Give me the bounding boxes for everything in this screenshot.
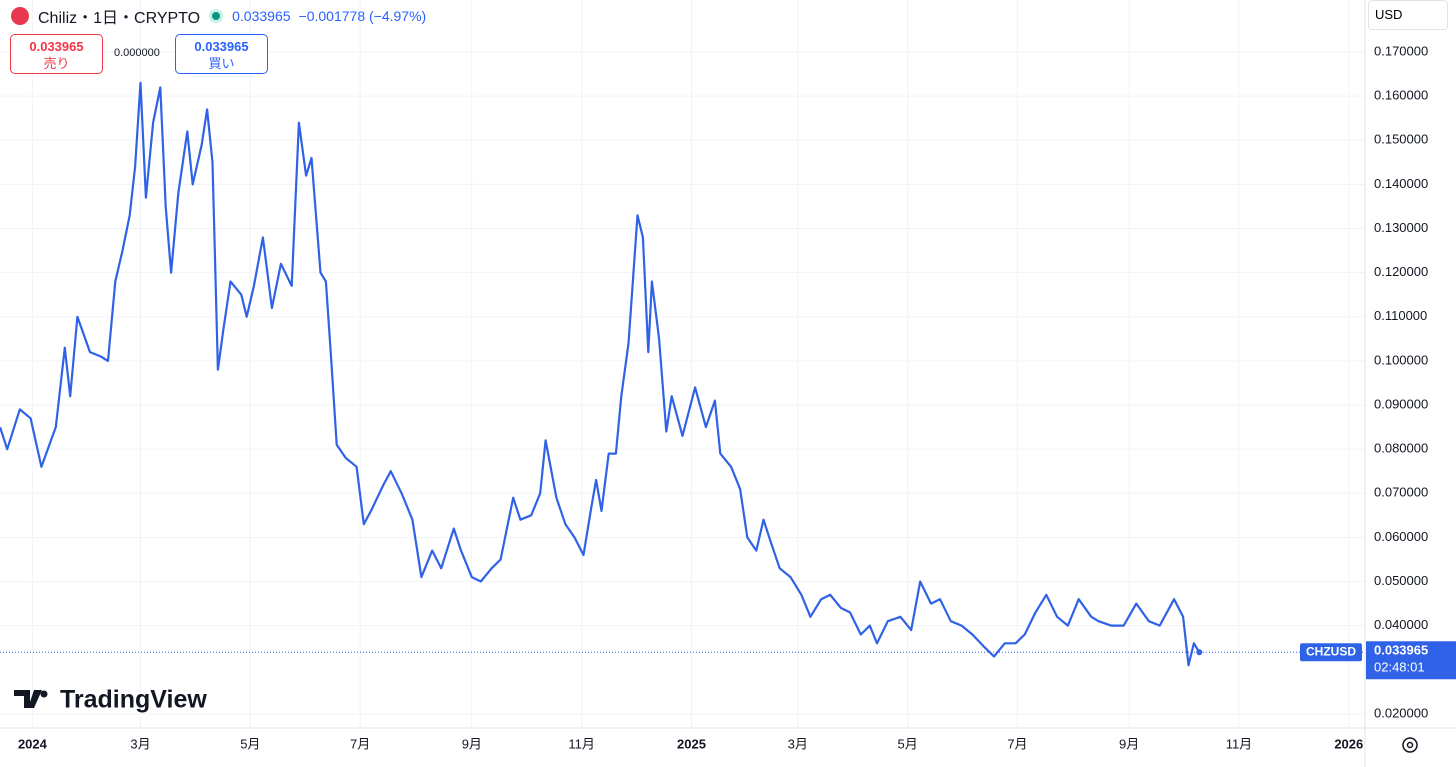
logo-icon (14, 690, 42, 708)
x-tick-label: 2024 (18, 736, 48, 751)
y-tick-label: 0.160000 (1374, 88, 1428, 103)
sell-button[interactable]: 0.033965 売り (10, 34, 103, 74)
y-tick-label: 0.170000 (1374, 44, 1428, 59)
header-price: 0.033965 (232, 8, 291, 24)
x-tick-label: 11月 (1226, 736, 1253, 751)
y-tick-label: 0.020000 (1374, 705, 1428, 720)
x-tick-label: 5月 (240, 736, 260, 751)
ticker-tag (1300, 643, 1362, 662)
x-tick-label: 7月 (1007, 736, 1027, 751)
logo-text: TradingView (60, 686, 207, 714)
buy-price[interactable]: 0.033965 (194, 39, 249, 54)
price-tag-countdown: 02:48:01 (1374, 660, 1425, 675)
status-dot (209, 9, 224, 23)
settings-icon[interactable] (1402, 737, 1418, 753)
y-tick-label: 0.100000 (1374, 352, 1428, 367)
x-tick-label: 9月 (462, 736, 482, 751)
sell-label[interactable]: 売り (43, 56, 70, 71)
buy-button[interactable]: 0.033965 買い (175, 34, 268, 74)
buy-label[interactable]: 買い (208, 56, 235, 71)
sell-price[interactable]: 0.033965 (29, 39, 84, 54)
x-tick-label: 5月 (897, 736, 917, 751)
y-tick-label: 0.090000 (1374, 396, 1428, 411)
header-change: −0.001778 (−4.97%) (298, 8, 427, 24)
price-tag-value: 0.033965 (1374, 643, 1428, 658)
x-tick-label: 7月 (350, 736, 370, 751)
y-tick-label: 0.070000 (1374, 485, 1428, 500)
x-tick-label: 2025 (677, 736, 706, 751)
currency-select[interactable]: USD (1368, 0, 1448, 30)
settings-icon[interactable] (1402, 737, 1418, 753)
ticker-tag-text: CHZUSD (1306, 644, 1356, 658)
y-tick-label: 0.050000 (1374, 573, 1428, 588)
y-tick-label: 0.120000 (1374, 264, 1428, 279)
x-tick-label: 11月 (568, 736, 595, 751)
last-point (1196, 649, 1203, 656)
y-tick-label: 0.130000 (1374, 220, 1428, 235)
y-tick-label: 0.110000 (1374, 308, 1427, 323)
x-tick-label: 9月 (1119, 736, 1139, 751)
y-tick-label: 0.040000 (1374, 617, 1428, 632)
symbol-icon (11, 7, 29, 25)
logo: TradingView (14, 686, 207, 714)
spread: 0.000000 (114, 47, 160, 59)
settings-icon[interactable] (1406, 741, 1414, 749)
logo-icon (40, 690, 48, 698)
y-tick-label: 0.060000 (1374, 529, 1428, 544)
y-tick-label: 0.080000 (1374, 441, 1428, 456)
symbol-name[interactable]: Chiliz・1日・CRYPTO (38, 10, 201, 27)
x-tick-label: 2026 (1334, 736, 1363, 751)
symbol-header: Chiliz・1日・CRYPTO 0.033965 −0.001778 (−4.… (10, 4, 426, 28)
x-tick-label: 3月 (130, 736, 150, 751)
price-tag (1366, 641, 1456, 680)
y-tick-label: 0.140000 (1374, 176, 1428, 191)
x-tick-label: 3月 (788, 736, 808, 751)
y-tick-label: 0.150000 (1374, 132, 1428, 147)
price-line (0, 81, 1201, 667)
